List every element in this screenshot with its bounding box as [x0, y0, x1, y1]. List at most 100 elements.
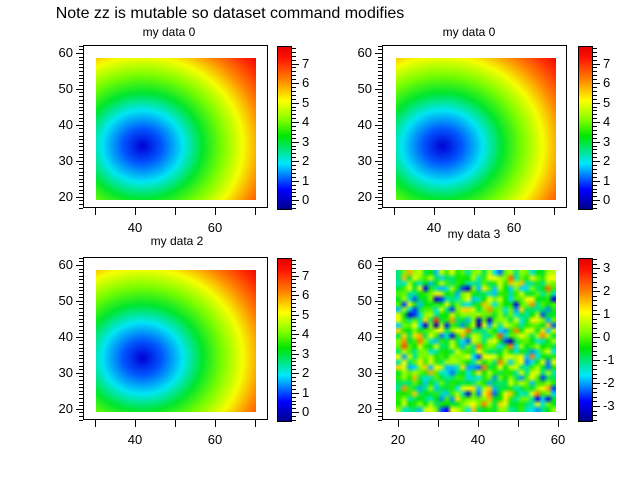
colorbar-tick-label: 0	[603, 329, 611, 344]
y-minor-tick	[378, 82, 382, 83]
y-minor-tick	[378, 358, 382, 359]
colorbar-tick-label: 7	[302, 56, 310, 71]
colorbar-minor-tick	[292, 56, 296, 57]
x-tick-label: 20	[390, 432, 406, 447]
y-minor-tick	[79, 279, 83, 280]
x-tick-label: 40	[426, 220, 442, 235]
colorbar-minor-tick	[292, 401, 296, 402]
y-tick-label: 60	[58, 257, 73, 272]
y-minor-tick	[79, 398, 83, 399]
y-minor-tick	[378, 49, 382, 50]
colorbar-minor-tick	[593, 287, 597, 288]
x-tick	[95, 420, 96, 427]
y-minor-tick	[79, 146, 83, 147]
colorbar-tick	[593, 360, 600, 361]
colorbar-minor-tick	[292, 389, 296, 390]
colorbar-minor-tick	[292, 303, 296, 304]
colorbar-tick	[593, 314, 600, 315]
colorbar-tick-label: 2	[603, 283, 611, 298]
colorbar-minor-tick	[593, 173, 597, 174]
y-minor-tick	[378, 279, 382, 280]
colorbar-minor-tick	[292, 311, 296, 312]
y-minor-tick	[378, 272, 382, 273]
colorbar-minor-tick	[593, 415, 597, 416]
y-tick	[375, 89, 382, 90]
colorbar-minor-tick	[292, 208, 296, 209]
colorbar-tick-label: 3	[302, 346, 310, 361]
colorbar-minor-tick	[292, 99, 296, 100]
y-minor-tick	[378, 121, 382, 122]
y-tick	[375, 265, 382, 266]
colorbar-minor-tick	[593, 346, 597, 347]
colorbar-tick	[593, 83, 600, 84]
y-minor-tick	[378, 190, 382, 191]
colorbar-minor-tick	[292, 79, 296, 80]
colorbar-minor-tick	[292, 87, 296, 88]
colorbar-tick	[593, 103, 600, 104]
subplot-title: my data 3	[447, 227, 501, 241]
y-minor-tick	[79, 157, 83, 158]
colorbar-tick-label: 3	[603, 134, 611, 149]
colorbar-tick-label: 1	[302, 173, 310, 188]
subplot-title: my data 0	[442, 25, 496, 39]
y-minor-tick	[79, 355, 83, 356]
y-minor-tick	[378, 294, 382, 295]
y-minor-tick	[79, 168, 83, 169]
y-minor-tick	[378, 154, 382, 155]
y-minor-tick	[378, 362, 382, 363]
colorbar-tick-label: 3	[302, 134, 310, 149]
y-tick	[375, 373, 382, 374]
y-minor-tick	[79, 118, 83, 119]
colorbar-minor-tick	[292, 381, 296, 382]
colorbar-minor-tick	[593, 130, 597, 131]
y-tick-label: 50	[357, 293, 372, 308]
colorbar-minor-tick	[593, 351, 597, 352]
colorbar-minor-tick	[593, 392, 597, 393]
y-minor-tick	[378, 132, 382, 133]
colorbar-tick	[292, 83, 299, 84]
colorbar-minor-tick	[593, 328, 597, 329]
y-minor-tick	[378, 405, 382, 406]
y-minor-tick	[79, 315, 83, 316]
y-minor-tick	[378, 330, 382, 331]
y-tick-label: 50	[58, 293, 73, 308]
y-minor-tick	[79, 204, 83, 205]
colorbar-minor-tick	[292, 192, 296, 193]
colorbar-tick	[292, 161, 299, 162]
y-minor-tick	[378, 355, 382, 356]
colorbar-tick	[292, 142, 299, 143]
colorbar-minor-tick	[292, 291, 296, 292]
y-minor-tick	[378, 287, 382, 288]
y-minor-tick	[378, 71, 382, 72]
colorbar-minor-tick	[292, 185, 296, 186]
x-tick	[398, 420, 399, 427]
y-minor-tick	[79, 258, 83, 259]
x-tick	[438, 420, 439, 427]
colorbar-minor-tick	[593, 365, 597, 366]
colorbar-minor-tick	[593, 323, 597, 324]
colorbar-tick-label: 2	[603, 153, 611, 168]
y-tick-label: 60	[357, 45, 372, 60]
colorbar-minor-tick	[292, 134, 296, 135]
y-tick-label: 50	[357, 81, 372, 96]
colorbar-minor-tick	[593, 355, 597, 356]
y-minor-tick	[378, 326, 382, 327]
colorbar-minor-tick	[292, 264, 296, 265]
colorbar-minor-tick	[292, 260, 296, 261]
colorbar-minor-tick	[593, 114, 597, 115]
colorbar-minor-tick	[292, 91, 296, 92]
colorbar-tick	[292, 334, 299, 335]
y-minor-tick	[79, 139, 83, 140]
x-tick-label: 60	[207, 432, 223, 447]
y-minor-tick	[79, 85, 83, 86]
x-tick	[135, 208, 136, 215]
x-tick	[558, 420, 559, 427]
y-tick-label: 30	[357, 153, 372, 168]
colorbar-minor-tick	[292, 307, 296, 308]
y-minor-tick	[378, 394, 382, 395]
colorbar-tick	[292, 181, 299, 182]
colorbar-minor-tick	[593, 196, 597, 197]
colorbar-minor-tick	[593, 134, 597, 135]
colorbar-tick-label: 2	[302, 365, 310, 380]
y-minor-tick	[79, 380, 83, 381]
